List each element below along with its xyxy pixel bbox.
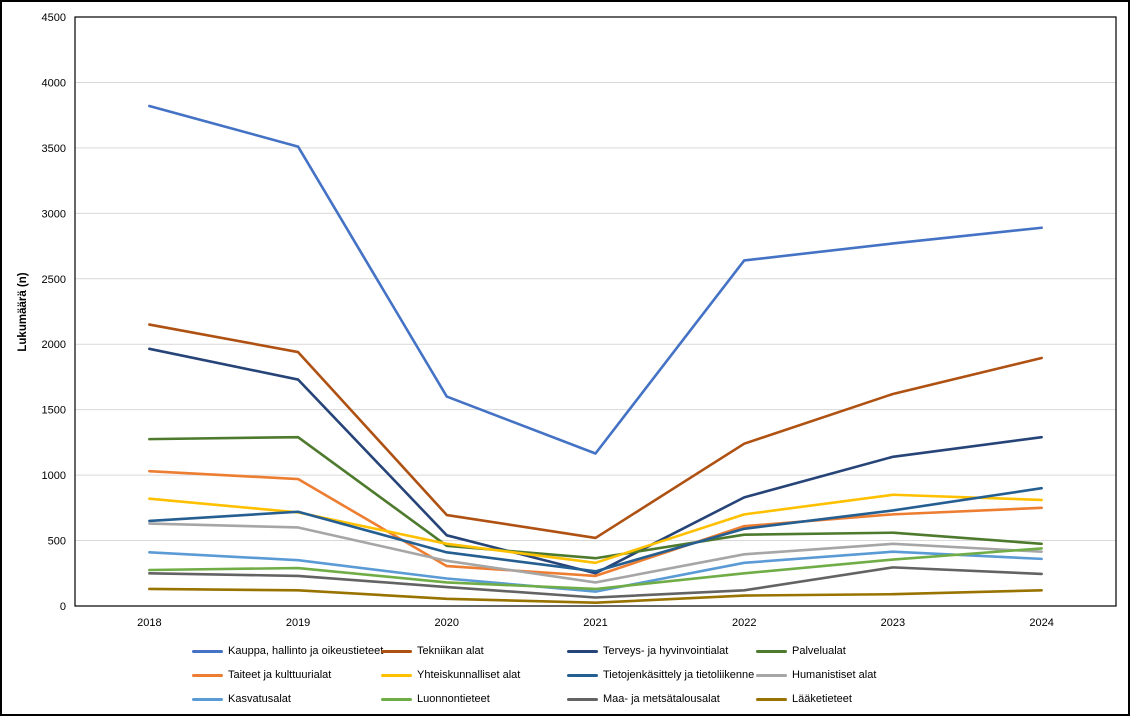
legend-label: Tietojenkäsittely ja tietoliikenne (603, 669, 755, 681)
legend-label: Terveys- ja hyvinvointialat (603, 645, 729, 657)
legend-label: Yhteiskunnalliset alat (417, 669, 521, 681)
y-tick-label: 500 (48, 536, 66, 548)
legend-swatch (192, 697, 223, 701)
x-tick-label: 2021 (583, 617, 607, 629)
y-axis-title: Lukumäärä (n) (17, 272, 29, 352)
legend-swatch (756, 697, 787, 701)
x-tick-label: 2019 (286, 617, 310, 629)
series-line (148, 347, 1043, 575)
legend-item: Lääketieteet (756, 691, 852, 707)
series-line (148, 104, 1043, 455)
legend-swatch (567, 673, 598, 677)
series-line (148, 469, 1043, 578)
legend-swatch (756, 673, 787, 677)
series-line (148, 522, 1043, 584)
series-line (148, 486, 1043, 573)
x-tick-label: 2022 (732, 617, 756, 629)
plot-border (74, 16, 1117, 607)
legend-swatch (567, 697, 598, 701)
legend-item: Luonnontieteet (381, 691, 490, 707)
y-tick-label: 0 (60, 601, 66, 613)
legend-item: Tietojenkäsittely ja tietoliikenne (567, 667, 754, 683)
series-line (148, 323, 1043, 540)
y-tick-label: 2500 (42, 274, 66, 286)
legend-item: Kasvatusalat (192, 691, 291, 707)
legend-item: Terveys- ja hyvinvointialat (567, 643, 728, 659)
series-line (148, 435, 1043, 560)
legend-label: Luonnontieteet (417, 693, 490, 705)
y-tick-label: 1500 (42, 405, 66, 417)
legend-item: Maa- ja metsätalousalat (567, 691, 720, 707)
x-tick-label: 2023 (881, 617, 905, 629)
legend-item: Taiteet ja kulttuurialat (192, 667, 331, 683)
legend-swatch (567, 649, 598, 653)
x-tick-label: 2024 (1029, 617, 1053, 629)
y-tick-label: 1000 (42, 470, 66, 482)
legend-item: Tekniikan alat (381, 643, 484, 659)
x-tick-label: 2018 (137, 617, 161, 629)
series-line (148, 566, 1043, 599)
legend-item: Palvelualat (756, 643, 846, 659)
legend-label: Lääketieteet (792, 693, 852, 705)
legend-swatch (381, 673, 412, 677)
legend-swatch (381, 697, 412, 701)
legend-label: Maa- ja metsätalousalat (603, 693, 720, 705)
series-line (148, 547, 1043, 591)
legend-label: Tekniikan alat (417, 645, 484, 657)
legend-label: Palvelualat (792, 645, 846, 657)
legend-label: Taiteet ja kulttuurialat (228, 669, 332, 681)
series-line (148, 550, 1043, 593)
legend-swatch (192, 649, 223, 653)
y-tick-label: 4500 (42, 12, 66, 24)
legend-item: Kauppa, hallinto ja oikeustieteet (192, 643, 383, 659)
series-line (148, 587, 1043, 605)
legend-label: Kasvatusalat (228, 693, 291, 705)
legend-swatch (381, 649, 412, 653)
y-tick-label: 4000 (42, 77, 66, 89)
y-tick-label: 3500 (42, 143, 66, 155)
legend-label: Kauppa, hallinto ja oikeustieteet (228, 645, 384, 657)
legend-item: Yhteiskunnalliset alat (381, 667, 520, 683)
legend-swatch (192, 673, 223, 677)
y-tick-label: 2000 (42, 339, 66, 351)
x-tick-label: 2020 (435, 617, 459, 629)
legend-item: Humanistiset alat (756, 667, 876, 683)
legend-swatch (756, 649, 787, 653)
y-tick-label: 3000 (42, 208, 66, 220)
legend-label: Humanistiset alat (792, 669, 877, 681)
